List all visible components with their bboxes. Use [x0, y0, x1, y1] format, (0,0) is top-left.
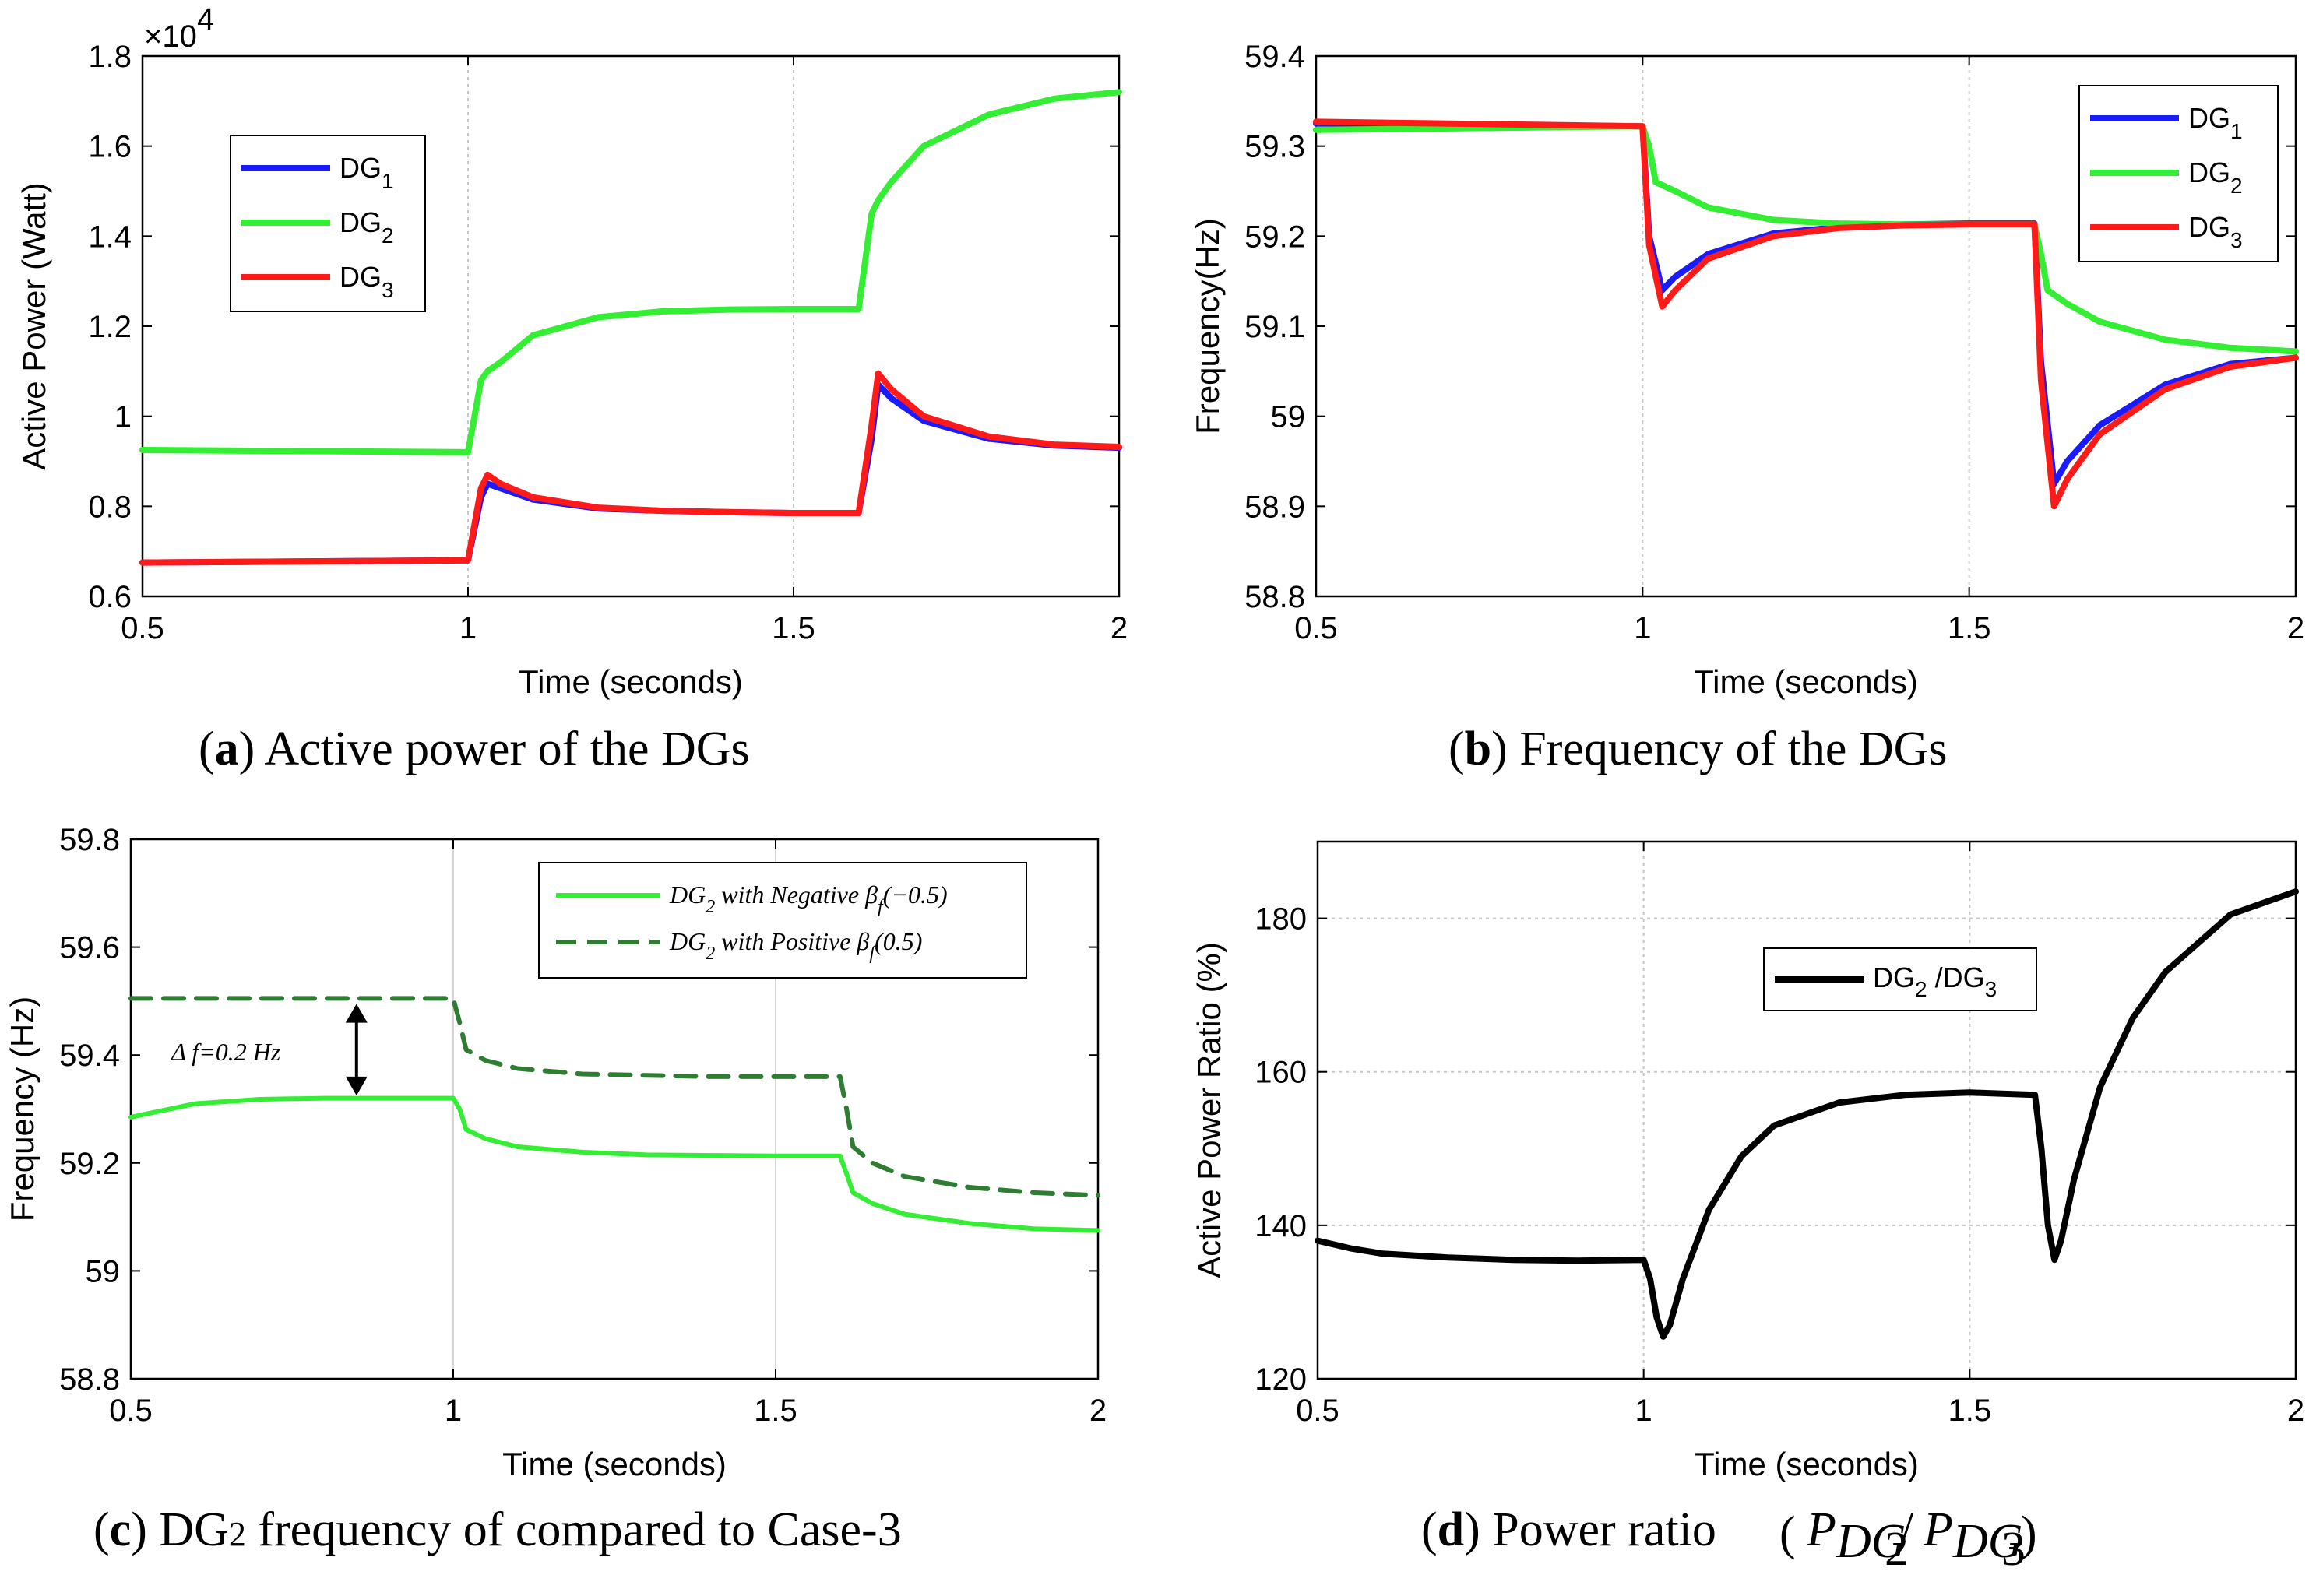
svg-text:): ): [2021, 1507, 2037, 1560]
x-axis-label-b: Time (seconds): [1694, 663, 1918, 700]
x-tick-label-c: 2: [1089, 1394, 1107, 1428]
x-tick-label-a: 2: [1110, 611, 1128, 645]
svg-text:P: P: [1806, 1503, 1836, 1556]
series-line-c-2: [128, 996, 1100, 1198]
y-exponent-label-a: ×10: [144, 19, 197, 54]
y-tick-label-a: 1: [114, 400, 132, 434]
x-tick-label-b: 0.5: [1294, 611, 1338, 645]
x-tick-label-c: 1: [445, 1394, 462, 1428]
legend-label-a-1: DG1: [340, 152, 394, 193]
svg-text:3: 3: [2001, 1523, 2026, 1576]
series-line-c-1: [128, 1095, 1100, 1233]
legend-label-d: DG2 /DG3: [1873, 961, 1997, 1001]
svg-text:DG: DG: [1836, 1515, 1906, 1568]
y-tick-label-d: 140: [1255, 1209, 1307, 1243]
caption-a: (a) Active power of the DGs: [199, 722, 750, 775]
x-tick-label-d: 2: [2287, 1394, 2304, 1428]
y-tick-label-a: 0.6: [88, 580, 132, 614]
caption-c: (c) DG2 frequency of compared to Case-3: [93, 1503, 902, 1556]
y-tick-label-b: 58.9: [1244, 490, 1305, 524]
y-tick-label-b: 59.1: [1244, 310, 1305, 344]
x-tick-label-b: 1: [1634, 611, 1651, 645]
y-tick-label-b: 59.4: [1244, 40, 1305, 74]
svg-text:(: (: [1779, 1507, 1796, 1560]
x-tick-label-d: 1: [1635, 1394, 1652, 1428]
y-tick-label-a: 1.6: [88, 130, 132, 164]
x-tick-label-a: 1: [459, 611, 477, 645]
y-tick-label-a: 1.4: [88, 220, 132, 254]
y-tick-label-d: 160: [1255, 1056, 1307, 1090]
svg-text:/: /: [1900, 1503, 1914, 1556]
delta-f-annotation: Δ f=0.2 Hz: [170, 1038, 281, 1066]
y-tick-label-c: 59.8: [59, 823, 120, 857]
panel-a-active-power: 0.5 1 1.5 2 0.6 0.8 1 1.2 1.4 1.6 1.8 Time (seconds…: [16, 2, 1128, 700]
legend-label-c-2: DG2 with Positive βf(0.5): [669, 927, 922, 964]
x-tick-label-c: 0.5: [109, 1394, 153, 1428]
x-tick-label-a: 0.5: [121, 611, 164, 645]
svg-text:P: P: [1923, 1503, 1953, 1556]
plot-area-d: [1318, 842, 2296, 1379]
y-tick-label-a: 1.8: [88, 40, 132, 74]
y-tick-label-d: 120: [1255, 1362, 1307, 1397]
series-line-b-3: [1313, 118, 2299, 510]
x-tick-label-a: 1.5: [772, 611, 815, 645]
x-tick-label-d: 0.5: [1296, 1394, 1339, 1428]
y-axis-label-c: Frequency (Hz): [4, 997, 40, 1222]
y-axis-label-a: Active Power (Watt): [16, 182, 52, 470]
y-tick-label-a: 0.8: [88, 490, 132, 524]
x-tick-label-d: 1.5: [1948, 1394, 1992, 1428]
delta-f-arrowhead-down: [345, 1076, 368, 1096]
legend-label-c-1: DG2 with Negative βf(−0.5): [669, 881, 948, 917]
legend-label-b-3: DG3: [2188, 211, 2243, 252]
x-axis-label-d: Time (seconds): [1695, 1446, 1919, 1482]
panel-d-power-ratio: 0.5 1 1.5 2 120 140 160 180 Time (seconds) Active…: [1191, 840, 2304, 1482]
svg-text:DG: DG: [1952, 1515, 2023, 1568]
y-tick-label-b: 59.2: [1244, 220, 1305, 254]
panel-b-frequency: 0.5 1 1.5 2 58.8 58.9 59 59.1 59.2 59.3 59.4 Time (…: [1189, 40, 2304, 700]
x-axis-label-c: Time (seconds): [502, 1446, 727, 1482]
legend-label-b-1: DG1: [2188, 102, 2243, 143]
y-exponent-power-a: 4: [197, 2, 214, 37]
svg-text:(d) Power ratio: (d) Power ratio: [1421, 1503, 1716, 1556]
y-tick-label-a: 1.2: [88, 310, 132, 344]
axes-frame-d: [1316, 840, 2297, 1380]
x-tick-label-c: 1.5: [754, 1394, 797, 1428]
y-tick-label-d: 180: [1255, 902, 1307, 937]
y-tick-label-b: 59.3: [1244, 130, 1305, 164]
caption-d: (d) Power ratio ( P DG 2 / P DG 3 ): [1421, 1503, 2037, 1576]
panel-c-dg2-frequency: 0.5 1 1.5 2 58.8 59 59.2 59.4 59.6 59.8 Time (seco…: [4, 823, 1107, 1482]
legend-label-b-2: DG2: [2188, 156, 2243, 198]
svg-text:2: 2: [1885, 1523, 1909, 1576]
series-line-d-1: [1315, 888, 2299, 1340]
y-tick-label-b: 59: [1271, 400, 1306, 434]
y-tick-label-c: 59.6: [59, 931, 120, 965]
caption-b: (b) Frequency of the DGs: [1448, 722, 1948, 775]
series-line-a-2: [139, 89, 1122, 455]
y-tick-label-c: 59.4: [59, 1039, 120, 1073]
y-axis-label-d: Active Power Ratio (%): [1191, 942, 1227, 1278]
y-tick-label-b: 58.8: [1244, 580, 1305, 614]
y-tick-label-c: 58.8: [59, 1362, 120, 1397]
x-tick-label-b: 2: [2287, 611, 2304, 645]
x-axis-label-a: Time (seconds): [519, 663, 743, 700]
legend-box-c: [538, 862, 1027, 979]
delta-f-arrowhead-up: [345, 1004, 368, 1023]
x-tick-label-b: 1.5: [1948, 611, 1991, 645]
y-axis-label-b: Frequency(Hz): [1189, 218, 1226, 434]
axes-frame-c: [129, 838, 1100, 1380]
legend-label-a-2: DG2: [340, 206, 394, 248]
y-tick-label-c: 59.2: [59, 1147, 120, 1181]
legend-label-a-3: DG3: [340, 261, 394, 302]
series-line-a-3: [139, 370, 1122, 566]
y-tick-label-c: 59: [86, 1254, 121, 1288]
